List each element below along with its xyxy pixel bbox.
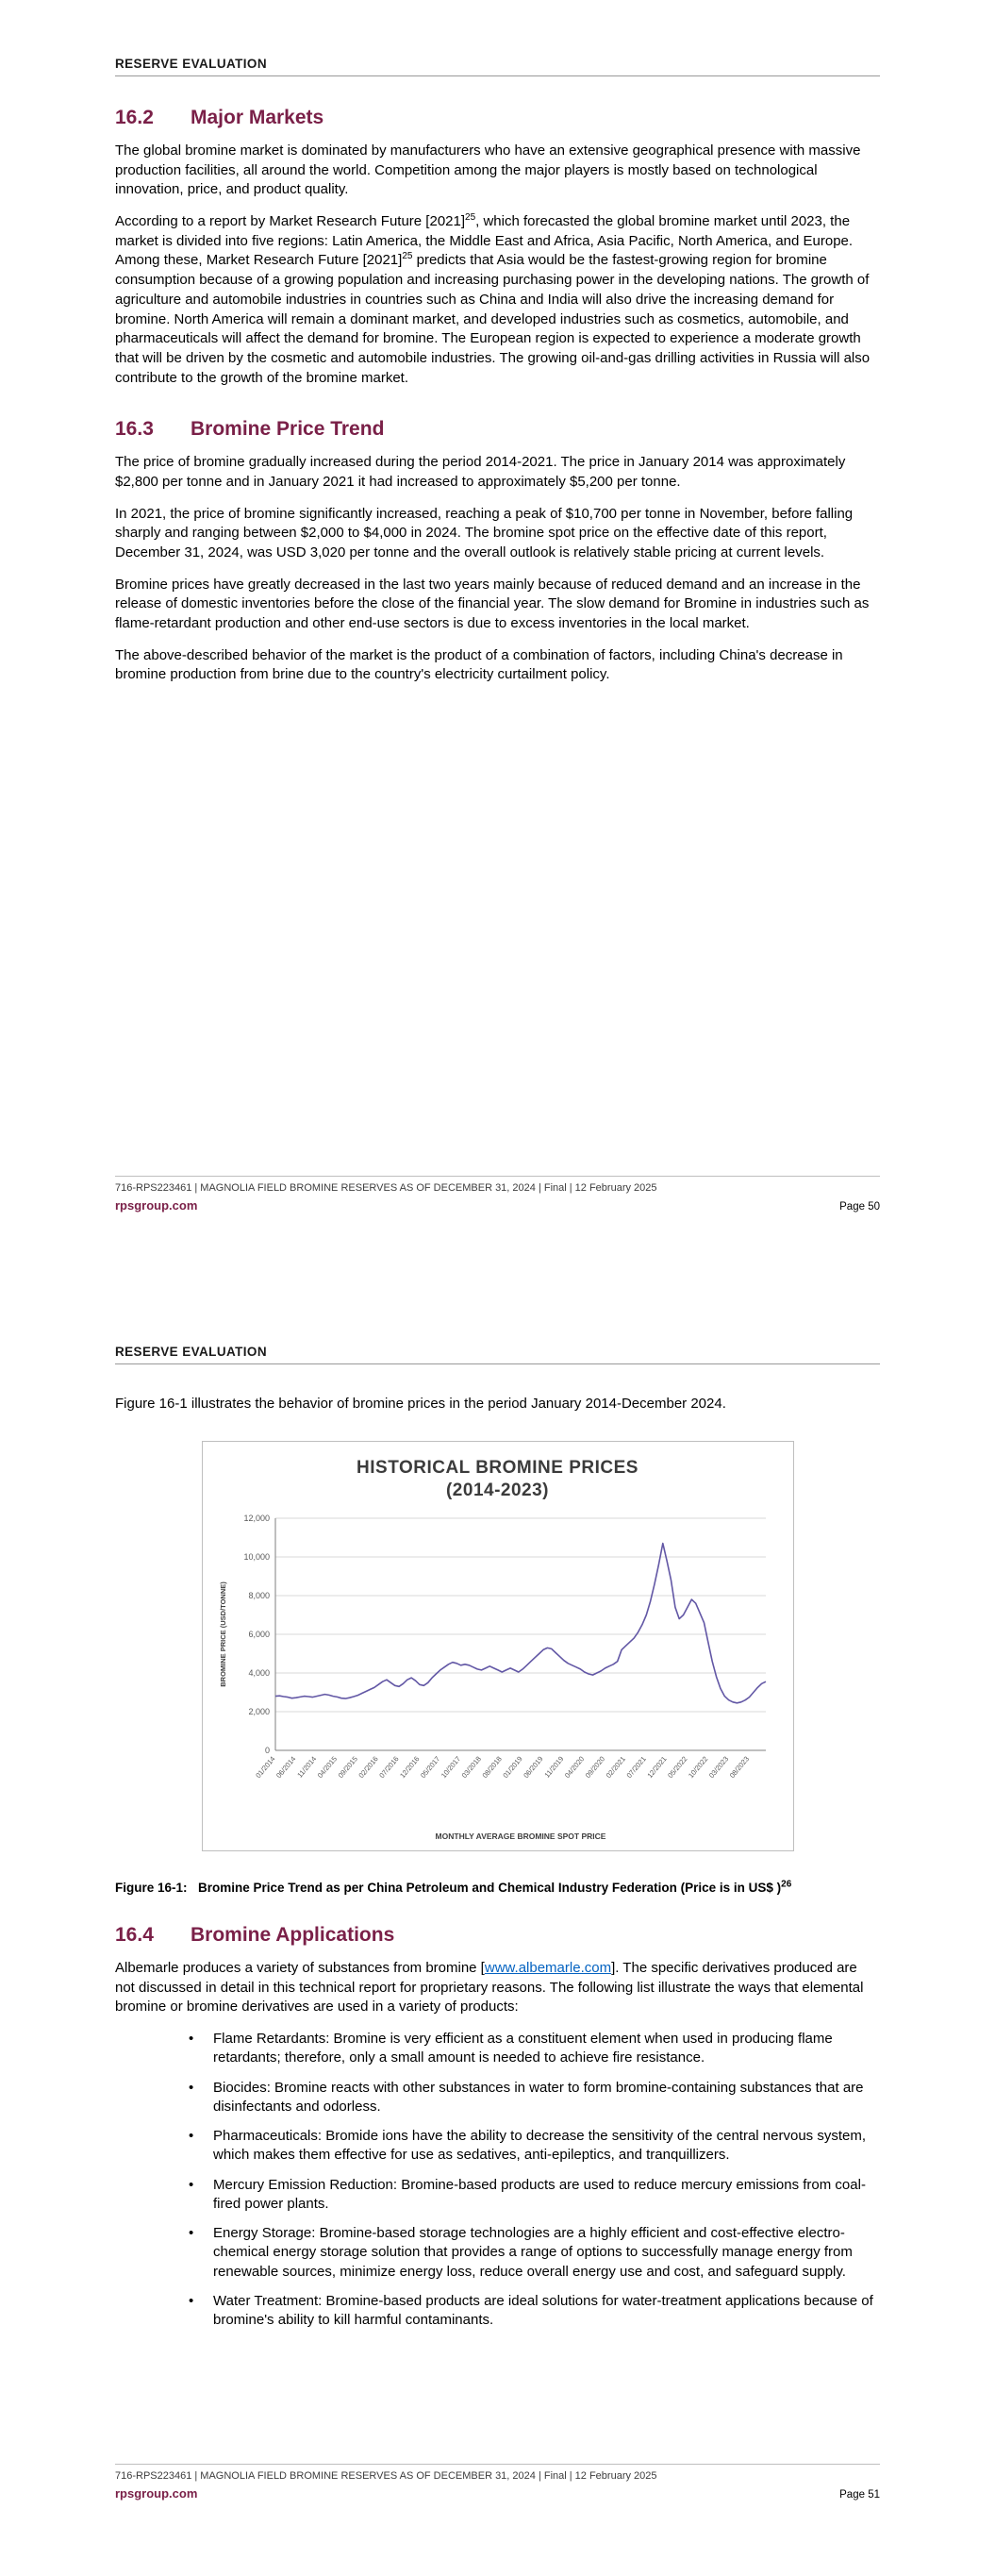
section-title: Bromine Price Trend xyxy=(191,418,385,441)
svg-text:10/2017: 10/2017 xyxy=(439,1755,461,1781)
document-title: RESERVE EVALUATION xyxy=(115,57,267,71)
section-number: 16.2 xyxy=(115,107,154,128)
paragraph: According to a report by Market Research… xyxy=(115,212,880,388)
section-heading-16-3: 16.3 Bromine Price Trend xyxy=(115,418,880,441)
svg-text:10/2022: 10/2022 xyxy=(687,1755,709,1781)
page-number: Page 50 xyxy=(839,1201,880,1213)
svg-text:12,000: 12,000 xyxy=(243,1514,270,1523)
chart-subtitle: (2014-2023) xyxy=(445,1480,550,1501)
figure-caption-body: Bromine Price Trend as per China Petrole… xyxy=(198,1881,782,1896)
page-footer: 716-RPS223461 | MAGNOLIA FIELD BROMINE R… xyxy=(115,1176,880,1213)
applications-list: Flame Retardants: Bromine is very effici… xyxy=(115,2030,880,2330)
footer-meta: 716-RPS223461 | MAGNOLIA FIELD BROMINE R… xyxy=(115,2470,657,2482)
paragraph-text: According to a report by Market Research… xyxy=(115,213,466,230)
svg-text:12/2021: 12/2021 xyxy=(645,1755,668,1781)
svg-text:07/2016: 07/2016 xyxy=(377,1755,400,1781)
bromine-price-chart: 0 2,000 4,000 6,000 8,000 10,000 12,000 01/2014… xyxy=(219,1514,766,1841)
svg-text:BROMINE PRICE (USD/TONNE): BROMINE PRICE (USD/TONNE) xyxy=(219,1581,227,1687)
svg-text:08/2023: 08/2023 xyxy=(727,1755,750,1781)
list-item: Energy Storage: Bromine-based storage te… xyxy=(115,2224,880,2282)
paragraph: The price of bromine gradually increased… xyxy=(115,454,846,490)
svg-text:6,000: 6,000 xyxy=(248,1630,270,1639)
section-title: Major Markets xyxy=(191,107,324,128)
paragraph: The above-described behavior of the mark… xyxy=(115,646,843,683)
albemarle-link[interactable]: www.albemarle.com xyxy=(484,1959,612,1976)
svg-text:03/2023: 03/2023 xyxy=(706,1755,729,1781)
figure-intro: Figure 16-1 illustrates the behavior of … xyxy=(115,1396,726,1412)
figure-caption: Figure 16-1: Bromine Price Trend as per … xyxy=(115,1880,880,1898)
figure-caption-label: Figure 16-1: xyxy=(115,1881,188,1896)
list-item: Water Treatment: Bromine-based products … xyxy=(115,2292,880,2331)
svg-text:2,000: 2,000 xyxy=(248,1707,270,1716)
svg-text:11/2019: 11/2019 xyxy=(542,1755,565,1780)
page-50: RESERVE EVALUATION 16.2 Major Markets Th… xyxy=(115,0,880,1213)
section-heading-16-4: 16.4 Bromine Applications xyxy=(115,1924,880,1947)
svg-text:03/2018: 03/2018 xyxy=(459,1755,482,1781)
brand-url: rpsgroup.com xyxy=(115,2486,198,2501)
footnote-ref: 25 xyxy=(402,251,413,262)
svg-text:08/2018: 08/2018 xyxy=(480,1755,503,1781)
svg-text:4,000: 4,000 xyxy=(248,1668,270,1678)
page-51: RESERVE EVALUATION Figure 16-1 illustrat… xyxy=(0,1288,995,2576)
header-rule xyxy=(115,1363,880,1364)
paragraph-text: ]. The specific derivatives produced are… xyxy=(115,1959,864,2016)
svg-text:MONTHLY AVERAGE BROMINE SPOT P: MONTHLY AVERAGE BROMINE SPOT PRICE xyxy=(435,1832,605,1841)
svg-text:06/2014: 06/2014 xyxy=(274,1755,297,1781)
svg-text:02/2016: 02/2016 xyxy=(357,1755,379,1781)
paragraph-text: , which forecasted the global bromine ma… xyxy=(115,213,854,269)
svg-text:05/2022: 05/2022 xyxy=(666,1755,688,1781)
footer-rule xyxy=(115,2464,880,2465)
svg-text:12/2016: 12/2016 xyxy=(398,1755,421,1781)
section-number: 16.4 xyxy=(115,1923,154,1946)
svg-text:04/2020: 04/2020 xyxy=(562,1755,585,1781)
svg-text:11/2014: 11/2014 xyxy=(295,1755,318,1780)
svg-text:01/2019: 01/2019 xyxy=(501,1755,523,1781)
chart-title: HISTORICAL BROMINE PRICES xyxy=(357,1457,638,1478)
svg-text:05/2017: 05/2017 xyxy=(418,1755,440,1781)
page-header: RESERVE EVALUATION xyxy=(115,0,880,76)
svg-text:09/2015: 09/2015 xyxy=(336,1755,358,1781)
section-heading-16-2: 16.2 Major Markets xyxy=(115,107,880,129)
figure-caption-text: Bromine Price Trend as per China Petrole… xyxy=(198,1880,880,1898)
paragraph: The global bromine market is dominated b… xyxy=(115,142,861,198)
list-item: Mercury Emission Reduction: Bromine-base… xyxy=(115,2176,880,2215)
list-item: Pharmaceuticals: Bromide ions have the a… xyxy=(115,2127,880,2166)
section-title: Bromine Applications xyxy=(191,1923,395,1946)
header-rule xyxy=(115,75,880,76)
svg-text:04/2015: 04/2015 xyxy=(315,1755,338,1781)
brand-url: rpsgroup.com xyxy=(115,1198,198,1213)
paragraph: Albemarle produces a variety of substanc… xyxy=(115,1959,880,2017)
svg-text:10,000: 10,000 xyxy=(243,1552,270,1562)
footer-rule xyxy=(115,1176,880,1177)
page-header: RESERVE EVALUATION xyxy=(115,1288,880,1364)
svg-text:06/2019: 06/2019 xyxy=(522,1755,544,1781)
footnote-ref: 25 xyxy=(465,212,476,224)
footnote-ref: 26 xyxy=(781,1879,792,1890)
svg-text:02/2021: 02/2021 xyxy=(604,1755,626,1781)
svg-text:07/2021: 07/2021 xyxy=(624,1755,647,1781)
footer-meta: 716-RPS223461 | MAGNOLIA FIELD BROMINE R… xyxy=(115,1182,657,1194)
paragraph: In 2021, the price of bromine significan… xyxy=(115,505,854,560)
paragraph-text: predicts that Asia would be the fastest-… xyxy=(115,252,871,386)
svg-text:0: 0 xyxy=(264,1746,269,1755)
paragraph-text: Albemarle produces a variety of substanc… xyxy=(115,1959,485,1976)
page-number: Page 51 xyxy=(839,2489,880,2501)
list-item: Flame Retardants: Bromine is very effici… xyxy=(115,2030,880,2068)
svg-text:01/2014: 01/2014 xyxy=(254,1755,276,1781)
page-footer: 716-RPS223461 | MAGNOLIA FIELD BROMINE R… xyxy=(115,2464,880,2501)
paragraph: Bromine prices have greatly decreased in… xyxy=(115,576,870,632)
svg-text:8,000: 8,000 xyxy=(248,1591,270,1600)
section-number: 16.3 xyxy=(115,418,154,441)
list-item: Biocides: Bromine reacts with other subs… xyxy=(115,2079,880,2117)
svg-text:09/2020: 09/2020 xyxy=(583,1755,605,1781)
document-title: RESERVE EVALUATION xyxy=(115,1345,267,1359)
